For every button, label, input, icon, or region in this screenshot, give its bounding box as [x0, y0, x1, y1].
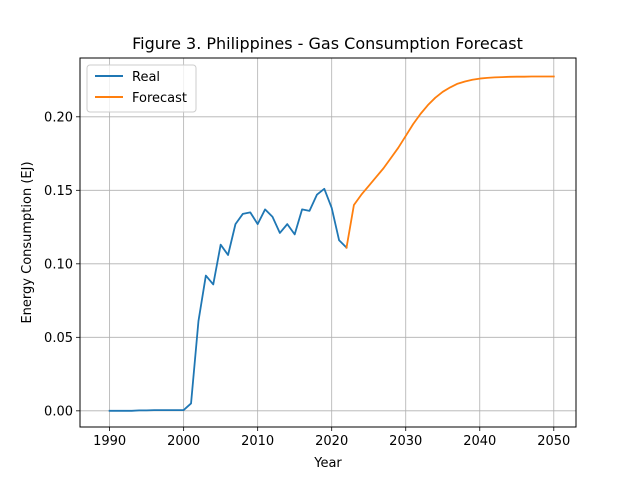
legend: Real Forecast — [86, 64, 197, 113]
x-axis-label: Year — [313, 456, 342, 471]
y-tick-label: 0.10 — [44, 257, 73, 272]
x-tick-label: 1990 — [93, 434, 126, 449]
legend-label-forecast: Forecast — [132, 91, 187, 106]
x-tick-label: 2020 — [315, 434, 348, 449]
legend-label-real: Real — [132, 70, 160, 85]
x-tick-label: 2010 — [241, 434, 274, 449]
chart-title: Figure 3. Philippines - Gas Consumption … — [132, 34, 523, 53]
x-tick-label: 2050 — [537, 434, 570, 449]
x-tick-label: 2040 — [463, 434, 496, 449]
series-line-forecast — [345, 75, 555, 249]
grid-lines — [80, 58, 576, 427]
series-line-real — [108, 187, 348, 412]
y-tick-label: 0.15 — [44, 184, 73, 199]
x-tick-label: 2000 — [167, 434, 200, 449]
y-tick-label: 0.00 — [44, 404, 73, 419]
axis-ticks: 1990 2000 2010 2020 2030 2040 2050 0.00 0.05 0.10… — [44, 110, 570, 449]
plot-frame — [79, 57, 577, 428]
y-axis-label: Energy Consumption (EJ) — [20, 161, 35, 323]
y-tick-label: 0.05 — [44, 331, 73, 346]
series-layer — [108, 75, 555, 412]
y-tick-label: 0.20 — [44, 110, 73, 125]
x-tick-label: 2030 — [389, 434, 422, 449]
